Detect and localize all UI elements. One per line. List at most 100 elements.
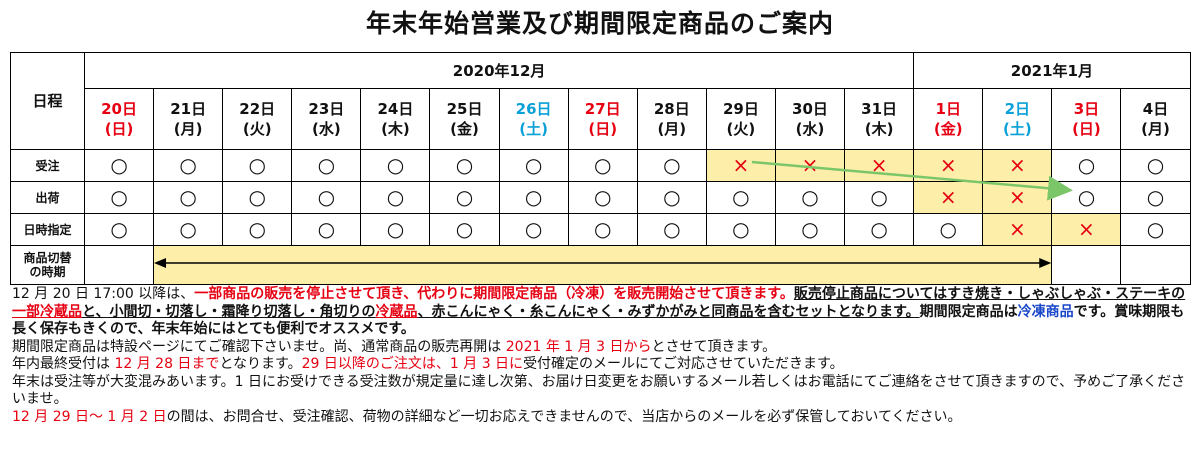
day-date: 27日	[584, 100, 621, 118]
circle-icon: ○	[732, 217, 750, 241]
circle-icon: ○	[179, 153, 197, 177]
row-header-date-spec: 日時指定	[10, 213, 85, 246]
circle-icon: ○	[386, 185, 405, 209]
notice-segment: 29 日以降のご注文は、1 月 3 日に	[301, 356, 524, 372]
circle-icon: ○	[386, 217, 405, 241]
day-weekday: (火)	[726, 120, 756, 138]
notice-segment: 12 月 28 日まで	[110, 356, 220, 372]
notice-segment: 12 月 29 日～ 1 月 2 日	[12, 408, 167, 425]
status-cell: ○	[291, 181, 362, 214]
circle-icon: ○	[110, 185, 128, 209]
status-cell: ○	[1120, 149, 1191, 182]
circle-icon: ○	[939, 217, 957, 241]
status-cell: ○	[844, 213, 915, 246]
circle-icon: ○	[801, 217, 819, 241]
circle-icon: ○	[248, 153, 266, 177]
day-weekday: (木)	[381, 120, 410, 138]
status-cell: ○	[83, 213, 155, 246]
day-weekday: (木)	[864, 120, 894, 138]
date-spec-row: 日時指定 ○ ○ ○ ○ ○ ○ ○ ○ ○ ○ ○ ○ ○ × × ○	[10, 213, 1191, 246]
status-cell: ○	[83, 149, 155, 182]
notice-segment: とさせて頂きます。	[651, 338, 777, 355]
circle-icon: ○	[1146, 153, 1165, 177]
status-cell: ×	[913, 181, 984, 214]
day-header: 22日 (火)	[222, 88, 293, 150]
status-cell: ○	[83, 181, 155, 214]
notice-text: 12 月 20 日 17:00 以降は、一部商品の販売を停止させて頂き、代わりに…	[12, 286, 1190, 426]
status-cell: ○	[429, 213, 500, 246]
day-date: 25日	[446, 100, 483, 118]
circle-icon: ○	[870, 185, 888, 209]
notice-segment: の間は、お問合せ、受注確認、荷物の詳細など一切お応えできませんので、当店からのメ…	[166, 408, 962, 425]
notice-segment: 冷蔵品	[375, 303, 418, 320]
status-cell: ○	[498, 149, 569, 182]
notice-paragraph-1: 12 月 20 日 17:00 以降は、一部商品の販売を停止させて頂き、代わりに…	[12, 286, 1190, 339]
day-weekday: (水)	[795, 120, 825, 138]
cross-icon: ×	[870, 153, 888, 177]
status-cell: ×	[913, 149, 984, 182]
circle-icon: ○	[455, 217, 474, 241]
switch-cell-empty	[1051, 245, 1122, 285]
notice-segment: 期間限定商品は特設ページにてご確認下さいませ。尚、通常商品の販売再開は	[12, 338, 502, 355]
circle-icon: ○	[248, 185, 266, 209]
notice-segment: 2021 年 1 月 3 日から	[501, 338, 652, 355]
circle-icon: ○	[110, 217, 128, 241]
notice-paragraph-2: 期間限定商品は特設ページにてご確認下さいませ。尚、通常商品の販売再開は 2021…	[12, 339, 1190, 357]
circle-icon: ○	[1146, 185, 1165, 209]
circle-icon: ○	[317, 217, 336, 241]
cross-icon: ×	[939, 153, 957, 177]
switch-cell-empty	[83, 245, 155, 285]
day-weekday: (土)	[1002, 120, 1032, 138]
status-cell: ○	[498, 213, 569, 246]
status-cell: ○	[153, 149, 224, 182]
status-cell: ○	[844, 181, 915, 214]
status-cell: ○	[222, 181, 293, 214]
status-cell: ○	[291, 149, 362, 182]
page-title: 年末年始営業及び期間限定商品のご案内	[365, 9, 834, 38]
status-cell: ○	[705, 213, 776, 246]
status-cell: ○	[1051, 181, 1122, 214]
circle-icon: ○	[524, 217, 543, 241]
status-cell: ○	[774, 213, 846, 246]
day-date: 28日	[653, 100, 690, 118]
circle-icon: ○	[455, 185, 474, 209]
product-switch-label-line1: 商品切替	[23, 251, 72, 265]
notice-segment: 冷凍商品	[1017, 303, 1074, 320]
month-header: 2020年12月	[83, 52, 915, 89]
notice-segment: 12 月 20 日 17:00 以降は、	[12, 286, 195, 302]
notice-segment: 年内最終受付は	[12, 356, 110, 372]
circle-icon: ○	[317, 185, 336, 209]
circle-icon: ○	[110, 153, 128, 177]
status-cell: ○	[153, 213, 224, 246]
day-weekday: (火)	[242, 120, 272, 138]
status-cell: ○	[636, 181, 707, 214]
notice-segment: 一部冷蔵品	[12, 303, 82, 320]
shipping-row: 出荷 ○ ○ ○ ○ ○ ○ ○ ○ ○ ○ ○ ○ × × ○ ○	[10, 181, 1191, 214]
status-cell: ○	[1051, 149, 1122, 182]
cross-icon: ×	[801, 153, 819, 177]
notice-segment: 、赤こんにゃく・糸こんにゃく・みずかがみと同商品を含むセットとなります。	[417, 303, 920, 320]
switch-period-arrow	[154, 258, 1052, 268]
day-date: 3日	[1073, 100, 1100, 118]
day-header: 27日 (日)	[567, 88, 638, 150]
day-date: 1日	[935, 100, 961, 118]
day-weekday: (日)	[588, 120, 618, 138]
circle-icon: ○	[179, 185, 197, 209]
status-cell: ○	[153, 181, 224, 214]
circle-icon: ○	[593, 153, 612, 177]
notice-segment: 年末は受注等が大変混みあいます。1 日にお受けできる受注数が規定量に達し次第、お…	[12, 373, 1186, 408]
row-header-product-switch: 商品切替 の時期	[10, 245, 85, 285]
day-header: 25日 (金)	[429, 88, 500, 150]
circle-icon: ○	[870, 217, 888, 241]
status-cell: ×	[982, 149, 1053, 182]
day-weekday: (金)	[450, 120, 479, 138]
circle-icon: ○	[593, 217, 612, 241]
day-header: 28日 (月)	[636, 88, 707, 150]
status-cell: ○	[222, 149, 293, 182]
switch-period-cell	[153, 245, 1053, 285]
day-date: 24日	[377, 100, 414, 118]
cross-icon: ×	[732, 153, 750, 177]
day-header: 29日 (火)	[705, 88, 776, 150]
order-row: 受注 ○ ○ ○ ○ ○ ○ ○ ○ ○ × × × × × ○ ○	[10, 149, 1191, 182]
circle-icon: ○	[524, 185, 543, 209]
